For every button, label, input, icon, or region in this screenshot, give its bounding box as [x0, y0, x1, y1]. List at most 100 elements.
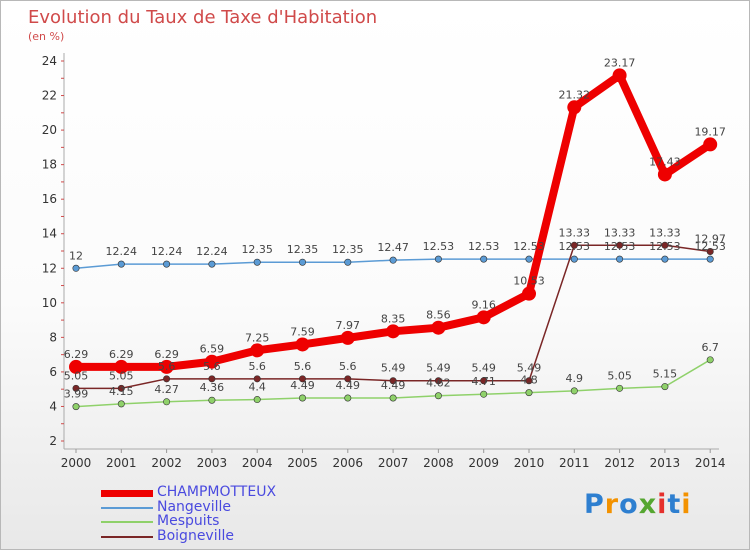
y-tick-label: 6 — [49, 365, 57, 379]
data-point-boigneville — [480, 377, 488, 385]
data-label-mespuits: 3.99 — [64, 388, 89, 401]
data-point-champmotteux — [431, 320, 446, 335]
y-tick-label: 18 — [42, 158, 57, 172]
data-point-mespuits — [661, 383, 669, 391]
data-label-champmotteux: 7.59 — [290, 325, 315, 338]
data-point-boigneville — [616, 241, 624, 249]
data-point-mespuits — [525, 389, 533, 397]
data-point-nangeville — [389, 256, 397, 264]
data-label-mespuits: 5.05 — [607, 369, 632, 382]
data-point-boigneville — [298, 375, 306, 383]
data-label-boigneville: 5.49 — [517, 362, 542, 375]
data-label-nangeville: 12.24 — [106, 245, 138, 258]
data-point-boigneville — [163, 375, 171, 383]
x-tick-label: 2001 — [106, 456, 137, 470]
data-point-nangeville — [706, 255, 714, 263]
data-point-champmotteux — [657, 167, 672, 182]
data-label-nangeville: 12.53 — [649, 240, 681, 253]
data-label-nangeville: 12.53 — [513, 240, 545, 253]
x-tick-label: 2012 — [604, 456, 635, 470]
data-label-champmotteux: 8.56 — [426, 309, 451, 322]
x-tick-label: 2013 — [650, 456, 681, 470]
legend-swatch — [101, 506, 153, 509]
y-tick-label: 16 — [42, 192, 57, 206]
data-label-champmotteux: 23.17 — [604, 56, 636, 69]
data-label-champmotteux: 6.29 — [64, 348, 89, 361]
data-label-mespuits: 4.49 — [290, 379, 315, 392]
chart-title: Evolution du Taux de Taxe d'Habitation — [28, 7, 378, 28]
data-label-champmotteux: 7.25 — [245, 331, 270, 344]
y-tick-label: 24 — [42, 54, 57, 68]
y-tick-label: 10 — [42, 296, 57, 310]
data-label-champmotteux: 10.53 — [513, 275, 545, 288]
data-point-boigneville — [434, 377, 442, 385]
data-label-boigneville: 5.49 — [471, 362, 496, 375]
logo-letter: o — [619, 489, 639, 520]
logo-letter: i — [657, 489, 668, 520]
data-label-mespuits: 4.71 — [471, 375, 496, 388]
data-label-nangeville: 12.24 — [196, 245, 228, 258]
data-point-champmotteux — [69, 359, 83, 374]
legend-label: CHAMPMOTTEUX — [157, 484, 277, 500]
data-point-champmotteux — [522, 286, 536, 301]
data-point-boigneville — [525, 377, 533, 385]
data-point-nangeville — [344, 258, 352, 266]
data-label-mespuits: 4.36 — [200, 381, 225, 394]
x-tick-label: 2011 — [559, 456, 590, 470]
data-label-nangeville: 12.47 — [377, 241, 409, 254]
data-point-mespuits — [72, 403, 80, 411]
data-point-mespuits — [706, 356, 714, 364]
data-label-nangeville: 12.53 — [468, 240, 500, 253]
data-label-mespuits: 4.27 — [154, 383, 179, 396]
data-point-nangeville — [616, 255, 624, 263]
data-label-nangeville: 12.35 — [332, 243, 364, 256]
logo-letter: r — [604, 489, 620, 520]
data-point-champmotteux — [250, 343, 265, 358]
logo-letter: t — [667, 489, 682, 520]
data-label-boigneville: 5.6 — [294, 360, 312, 373]
data-label-mespuits: 4.49 — [381, 379, 406, 392]
data-point-champmotteux — [703, 137, 718, 152]
data-point-nangeville — [72, 264, 80, 272]
data-point-mespuits — [344, 394, 352, 402]
data-label-nangeville: 12.53 — [694, 240, 726, 253]
data-point-nangeville — [117, 260, 125, 268]
data-point-boigneville — [253, 375, 261, 383]
data-point-nangeville — [163, 260, 171, 268]
data-point-mespuits — [117, 400, 125, 408]
data-label-boigneville: 5.6 — [339, 360, 357, 373]
x-tick-label: 2009 — [468, 456, 499, 470]
x-tick-label: 2000 — [61, 456, 92, 470]
data-label-nangeville: 12 — [69, 249, 83, 262]
legend-swatch — [101, 521, 153, 523]
data-point-nangeville — [661, 255, 669, 263]
data-label-boigneville: 5.05 — [109, 369, 134, 382]
data-label-champmotteux: 6.29 — [109, 348, 134, 361]
data-point-boigneville — [706, 248, 714, 256]
data-label-champmotteux: 6.29 — [154, 348, 179, 361]
data-label-nangeville: 12.53 — [559, 240, 591, 253]
chart-unit-label: (en %) — [28, 30, 65, 43]
data-label-mespuits: 4.8 — [520, 374, 538, 387]
data-label-boigneville: 12.97 — [694, 233, 726, 246]
data-label-boigneville: 13.33 — [649, 226, 681, 239]
data-point-boigneville — [117, 384, 125, 392]
data-point-champmotteux — [476, 310, 491, 325]
data-label-champmotteux: 6.59 — [200, 343, 225, 356]
data-point-boigneville — [208, 375, 216, 383]
data-point-boigneville — [72, 384, 80, 392]
x-tick-label: 2004 — [242, 456, 273, 470]
data-label-boigneville: 13.33 — [559, 226, 591, 239]
data-label-boigneville: 13.33 — [604, 226, 636, 239]
data-label-mespuits: 4.15 — [109, 385, 134, 398]
legend-swatch — [101, 535, 153, 538]
data-point-champmotteux — [159, 359, 174, 374]
legend-label: Boigneville — [157, 527, 234, 544]
data-point-mespuits — [298, 394, 306, 402]
data-point-champmotteux — [114, 359, 129, 374]
data-point-champmotteux — [340, 330, 355, 345]
data-point-mespuits — [389, 394, 397, 402]
legend-label: Nangeville — [157, 498, 231, 515]
